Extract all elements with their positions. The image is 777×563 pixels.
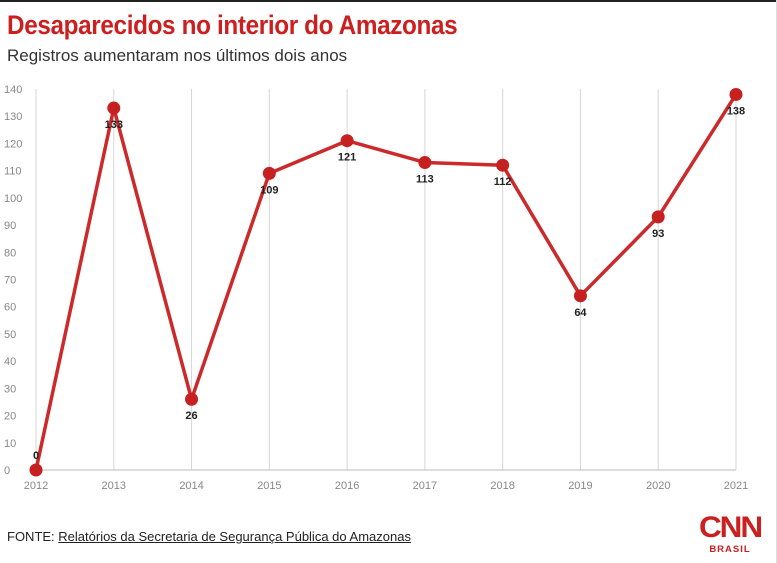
y-tick-60: 60	[4, 302, 16, 314]
x-tick-2015: 2015	[257, 480, 281, 492]
x-tick-2017: 2017	[413, 480, 437, 492]
y-tick-0: 0	[4, 465, 10, 477]
chart-subtitle: Registros aumentaram nos últimos dois an…	[7, 46, 348, 65]
point-2019	[573, 289, 587, 303]
point-2015	[262, 166, 276, 180]
y-tick-130: 130	[4, 111, 22, 123]
x-tick-2019: 2019	[568, 480, 592, 492]
y-tick-90: 90	[4, 220, 16, 232]
x-tick-2018: 2018	[490, 480, 514, 492]
y-tick-30: 30	[4, 383, 16, 395]
data-label-2013: 133	[105, 119, 123, 131]
source-footer: FONTE: Relatórios da Secretaria de Segur…	[7, 529, 411, 544]
source-prefix: FONTE:	[7, 529, 59, 544]
y-tick-110: 110	[4, 166, 22, 178]
x-axis-ticks: 2012 2013 2014 2015 2016 2017 2018 2019 2020 2021	[24, 480, 748, 492]
cnn-brasil-logo: CNN BRASIL	[695, 513, 765, 559]
data-label-2014: 26	[185, 410, 197, 422]
logo-subtitle: BRASIL	[709, 544, 751, 555]
data-label-2020: 93	[652, 228, 664, 240]
data-label-2021: 138	[727, 105, 745, 117]
data-label-2012: 0	[33, 450, 39, 462]
y-tick-80: 80	[4, 247, 16, 259]
y-tick-100: 100	[4, 193, 22, 205]
point-2017	[418, 155, 432, 169]
point-2012	[29, 463, 43, 477]
data-label-2017: 113	[416, 173, 434, 185]
point-2014	[185, 392, 199, 406]
y-tick-20: 20	[4, 411, 16, 423]
y-tick-120: 120	[4, 138, 22, 150]
data-labels: 0 133 26 109 121 113 112 64 93 138	[33, 105, 745, 462]
y-tick-50: 50	[4, 329, 16, 341]
series-line	[34, 92, 738, 472]
x-tick-2014: 2014	[179, 480, 203, 492]
logo-wordmark: CNN	[699, 511, 763, 544]
x-tick-2020: 2020	[646, 480, 670, 492]
y-tick-40: 40	[4, 356, 16, 368]
y-tick-10: 10	[4, 438, 16, 450]
x-tick-2016: 2016	[335, 480, 359, 492]
chart-title: Desaparecidos no interior do Amazonas	[7, 10, 458, 40]
data-label-2019: 64	[574, 307, 587, 319]
source-link[interactable]: Relatórios da Secretaria de Segurança Pú…	[58, 529, 411, 544]
data-label-2016: 121	[338, 152, 356, 164]
point-2020	[651, 210, 665, 224]
x-tick-2012: 2012	[24, 480, 48, 492]
point-2016	[340, 134, 354, 148]
point-2013	[107, 101, 121, 115]
point-2018	[496, 158, 510, 172]
y-axis-ticks: 0 10 20 30 40 50 60 70 80 90 100 110 120 130 140	[4, 84, 22, 477]
point-2021	[729, 87, 743, 101]
series-line-layer	[34, 92, 738, 472]
x-tick-2021: 2021	[724, 480, 748, 492]
data-points	[29, 87, 743, 477]
grid-layer	[30, 89, 737, 471]
x-tick-2013: 2013	[102, 480, 126, 492]
y-tick-70: 70	[4, 275, 16, 287]
data-label-2018: 112	[494, 176, 512, 188]
top-rule	[0, 0, 777, 2]
y-tick-140: 140	[4, 84, 22, 96]
data-label-2015: 109	[260, 184, 278, 196]
